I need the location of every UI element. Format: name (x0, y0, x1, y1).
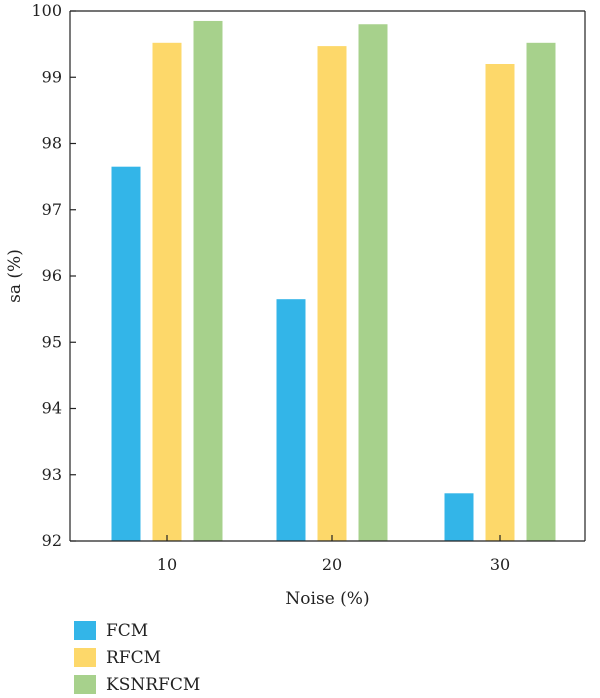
y-tick-label: 95 (42, 332, 62, 351)
x-tick-label: 20 (322, 555, 342, 574)
legend: FCM RFCM KSNRFCM (74, 617, 200, 698)
y-tick-label: 98 (42, 134, 62, 153)
y-tick-label: 92 (42, 531, 62, 550)
y-tick-label: 93 (42, 465, 62, 484)
bar-ksnrfcm-10 (193, 20, 223, 541)
legend-item-fcm: FCM (74, 617, 200, 644)
bar-ksnrfcm-20 (358, 24, 388, 541)
x-axis-title: Noise (%) (285, 589, 369, 609)
bar-rfcm-30 (485, 64, 515, 541)
y-tick-label: 96 (42, 266, 62, 285)
legend-swatch-ksnrfcm (74, 675, 96, 694)
bar-rfcm-20 (317, 46, 347, 542)
y-tick-label: 99 (42, 67, 62, 86)
bar-fcm-10 (111, 166, 141, 541)
x-tick-label: 30 (490, 555, 510, 574)
ticks-layer: 92 93 94 95 96 97 98 99 100 10 20 30 (31, 1, 510, 574)
bar-fcm-20 (276, 299, 306, 541)
legend-label-fcm: FCM (106, 620, 149, 641)
legend-swatch-rfcm (74, 648, 96, 667)
legend-item-rfcm: RFCM (74, 644, 200, 671)
legend-label-ksnrfcm: KSNRFCM (106, 674, 201, 695)
x-tick-label: 10 (157, 555, 177, 574)
bar-ksnrfcm-30 (526, 42, 556, 542)
legend-swatch-fcm (74, 621, 96, 640)
y-tick-label: 94 (42, 399, 62, 418)
bar-rfcm-10 (152, 42, 182, 542)
y-tick-label: 97 (42, 200, 62, 219)
bar-fcm-30 (444, 493, 474, 541)
legend-label-rfcm: RFCM (106, 647, 162, 668)
bars-layer (111, 20, 556, 542)
y-tick-label: 100 (31, 1, 62, 20)
y-axis-title: sa (%) (5, 249, 25, 303)
legend-item-ksnrfcm: KSNRFCM (74, 671, 200, 698)
